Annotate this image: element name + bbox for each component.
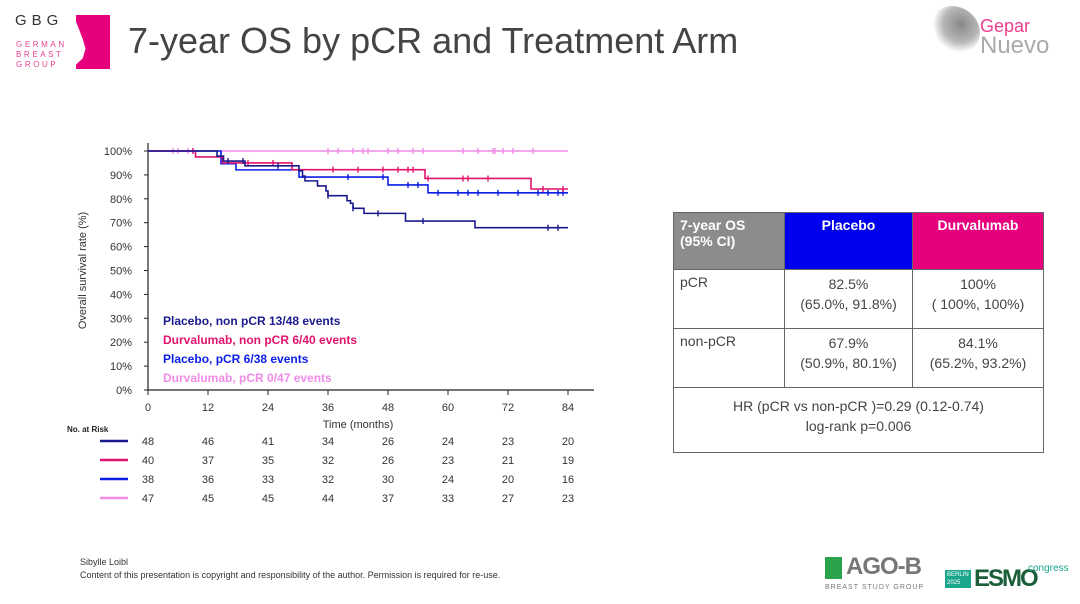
y-tick-label: 10% [110,361,132,373]
legend-entry: Placebo, non pCR 13/48 events [163,314,341,328]
risk-table-label: No. at Risk [67,425,109,434]
ago-logo-mark [825,557,842,579]
esmo-berlin-badge: BERLIN 2025 [945,570,971,588]
hr-cell: HR (pCR vs non-pCR )=0.29 (0.12-0.74) log… [673,387,1044,453]
table-header-row: 7-year OS (95% CI) Placebo Durvalumab [673,212,1044,270]
risk-count: 34 [322,436,334,448]
risk-count: 23 [502,436,514,448]
risk-count: 47 [142,493,154,505]
chart-legend: Placebo, non pCR 13/48 events Durvalumab,… [163,314,357,385]
risk-count: 26 [382,436,394,448]
chart-curves [148,148,568,231]
y-tick-label: 80% [110,194,132,206]
risk-count: 38 [142,474,154,486]
gbg-logo-text: GBG [15,12,64,29]
km-curve [148,150,568,229]
x-axis-label: Time (months) [323,419,394,431]
risk-count: 41 [262,436,274,448]
risk-count: 45 [262,493,274,505]
risk-count: 24 [442,436,454,448]
km-curve [148,150,568,194]
cell-placebo: 82.5% (65.0%, 91.8%) [784,269,913,329]
risk-table: No. at Risk 48 46 41 34 26 24 23 20 40 37 35 32 26 23 2… [67,425,574,505]
x-tick-label: 60 [442,402,454,414]
chart-axes: 0% 10% 20% 30% 40% 50% 60% 70% 80% 90% 100% 0 12 24 36… [77,143,594,431]
y-tick-label: 0% [116,385,132,397]
table-footer-row: HR (pCR vs non-pCR )=0.29 (0.12-0.74) log… [673,387,1044,453]
y-tick-label: 60% [110,242,132,254]
risk-count: 37 [202,455,214,467]
risk-count: 30 [382,474,394,486]
risk-count: 33 [442,493,454,505]
cheetah-logo-image [932,6,980,52]
x-tick-label: 12 [202,402,214,414]
page-title: 7-year OS by pCR and Treatment Arm [128,20,739,61]
header-cell-label: 7-year OS (95% CI) [673,212,785,270]
gbg-sub-line: GROUP [16,60,59,69]
y-tick-label: 40% [110,289,132,301]
risk-count: 21 [502,455,514,467]
cell-durvalumab: 100%( 100%, 100%) [912,269,1044,329]
y-tick-label: 90% [110,170,132,182]
row-label: non-pCR [673,328,785,388]
risk-count: 27 [502,493,514,505]
risk-count: 36 [202,474,214,486]
risk-count: 37 [382,493,394,505]
gbg-sub-line: GERMAN [16,40,67,49]
table-row: non-pCR 67.9% (50.9%, 80.1%) 84.1% (65.2%,… [673,328,1044,388]
header-cell-durvalumab: Durvalumab [912,212,1044,270]
risk-count: 32 [322,474,334,486]
km-chart: 0% 10% 20% 30% 40% 50% 60% 70% 80% 90% 100% 0 12 24 36… [67,143,594,505]
copyright-notice: Content of this presentation is copyrigh… [80,570,501,580]
risk-count: 23 [562,493,574,505]
row-label: pCR [673,269,785,329]
ago-logo-subtitle: BREAST STUDY GROUP [825,584,925,591]
x-tick-label: 0 [145,402,151,414]
gbg-sub-line: BREAST [16,50,64,59]
legend-entry: Durvalumab, pCR 0/47 events [163,371,332,385]
risk-count: 35 [262,455,274,467]
author-name: Sibylle Loibl [80,557,129,567]
os-summary-table: 7-year OS (95% CI) Placebo Durvalumab pCR… [673,212,1044,453]
risk-count: 33 [262,474,274,486]
y-tick-label: 20% [110,337,132,349]
nuevo-logo-text: Nuevo [980,32,1050,59]
cell-placebo: 67.9% (50.9%, 80.1%) [784,328,913,388]
risk-count: 32 [322,455,334,467]
gepar-logo-text: Gepar [980,16,1031,36]
y-tick-label: 30% [110,313,132,325]
risk-count: 46 [202,436,214,448]
risk-count: 20 [502,474,514,486]
risk-count: 48 [142,436,154,448]
x-tick-label: 36 [322,402,334,414]
risk-count: 20 [562,436,574,448]
risk-count: 16 [562,474,574,486]
x-tick-label: 84 [562,402,574,414]
legend-entry: Placebo, pCR 6/38 events [163,352,309,366]
risk-count: 24 [442,474,454,486]
risk-count: 40 [142,455,154,467]
legend-entry: Durvalumab, non pCR 6/40 events [163,333,357,347]
risk-count: 26 [382,455,394,467]
gbg-logo-subtitle: GERMAN BREAST GROUP [16,40,67,70]
x-tick-label: 72 [502,402,514,414]
header-cell-placebo: Placebo [784,212,913,270]
risk-count: 19 [562,455,574,467]
x-tick-label: 24 [262,402,274,414]
esmo-logo-text: ESMO [974,565,1039,592]
risk-count: 44 [322,493,334,505]
y-axis-label: Overall survival rate (%) [77,212,89,329]
esmo-congress-text: congress [1028,563,1069,574]
y-tick-label: 70% [110,218,132,230]
y-tick-label: 100% [104,146,132,158]
x-tick-label: 48 [382,402,394,414]
risk-count: 23 [442,455,454,467]
cell-durvalumab: 84.1% (65.2%, 93.2%) [912,328,1044,388]
y-tick-label: 50% [110,266,132,278]
risk-count: 45 [202,493,214,505]
ago-logo-text: AGO-B [846,553,922,580]
table-row: pCR 82.5% (65.0%, 91.8%) 100%( 100%, 100%… [673,269,1044,329]
